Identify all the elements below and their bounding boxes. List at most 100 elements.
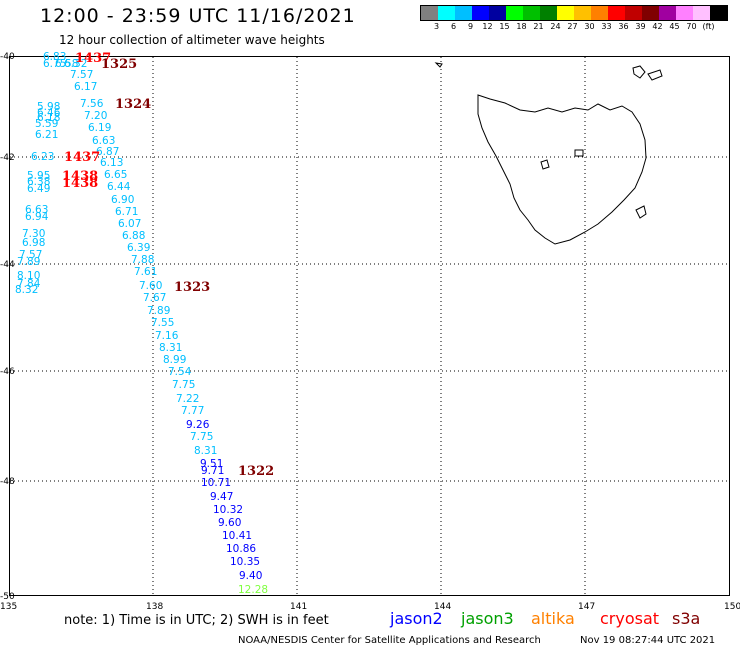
scale-label: 21 — [533, 22, 544, 31]
wave-height-value: 7.20 — [84, 110, 108, 122]
scale-swatch — [455, 6, 472, 20]
chart-title: 12:00 - 23:59 UTC 11/16/2021 — [40, 5, 356, 27]
wave-height-value: 7.30 — [22, 228, 46, 240]
wave-height-value: 7.88 — [131, 254, 155, 266]
wave-height-value: 7.16 — [155, 330, 179, 342]
pass-time-label: 1437 — [64, 150, 101, 165]
legend-item: s3a — [672, 609, 701, 628]
wave-height-value: 8.10 — [17, 270, 41, 282]
lat-tick-label: -48 — [0, 477, 15, 487]
pass-time-label: 1322 — [238, 464, 275, 479]
lat-tick-label: -46 — [0, 367, 15, 377]
wave-height-value: 7.60 — [139, 280, 163, 292]
scale-swatch — [676, 6, 693, 20]
pass-time-label: 1324 — [115, 97, 152, 112]
wave-height-value: 9.47 — [210, 491, 234, 503]
lon-tick-label: 144 — [434, 602, 452, 612]
wave-height-value: 10.32 — [213, 504, 244, 516]
credit-text: NOAA/NESDIS Center for Satellite Applica… — [238, 635, 541, 646]
wave-height-value: 6.46 — [37, 107, 61, 119]
map-frame — [9, 56, 730, 596]
wave-height-value: 8.31 — [159, 342, 183, 354]
lat-tick-label: -44 — [0, 260, 15, 270]
scale-swatch — [591, 6, 608, 20]
wave-height-value: 9.26 — [186, 419, 210, 431]
scale-swatch — [472, 6, 489, 20]
legend-item: jason3 — [461, 609, 514, 628]
lon-tick-label: 150 — [724, 602, 740, 612]
wave-height-value: 6.44 — [107, 181, 131, 193]
wave-height-value: 6.90 — [111, 194, 135, 206]
wave-height-value: 9.40 — [239, 570, 263, 582]
scale-swatch — [540, 6, 557, 20]
wave-height-value: 6.94 — [25, 211, 49, 223]
wave-height-value: 7.67 — [143, 292, 167, 304]
scale-label: 30 — [584, 22, 595, 31]
legend-item: altika — [531, 609, 575, 628]
scale-swatch — [557, 6, 574, 20]
wave-height-value: 6.63 — [25, 204, 49, 216]
wave-height-value: 5.95 — [27, 170, 51, 182]
footer-note: note: 1) Time is in UTC; 2) SWH is in fe… — [64, 613, 329, 628]
wave-height-value: 6.98 — [22, 237, 46, 249]
scale-swatch — [506, 6, 523, 20]
legend-item: jason2 — [390, 609, 443, 628]
wave-height-value: 6.71 — [115, 206, 139, 218]
scale-swatch — [489, 6, 506, 20]
wave-height-value: 6.49 — [27, 183, 51, 195]
grid-lines — [10, 57, 729, 595]
wave-height-value: 9.60 — [218, 517, 242, 529]
scale-label: 9 — [467, 22, 474, 31]
color-scale-labels: 3 6 9 12 15 18 21 24 27 30 33 36 39 42 45 70 (ft) — [420, 22, 740, 34]
wave-height-value: 7.89 — [147, 305, 171, 317]
scale-swatch — [710, 6, 727, 20]
wave-height-value: 6.87 — [96, 146, 120, 158]
wave-height-value: 7.75 — [172, 379, 196, 391]
wave-height-value: 9.51 — [200, 458, 224, 470]
wave-height-value: 6.18 — [37, 112, 61, 124]
wave-height-value: 6.83 — [43, 51, 67, 63]
wave-height-value: 12.28 — [238, 584, 269, 596]
scale-label: 3 — [433, 22, 440, 31]
wave-height-value: 6.88 — [122, 230, 146, 242]
wave-height-value: 6.38 — [27, 176, 51, 188]
wave-height-value: 7.61 — [134, 266, 158, 278]
lat-tick-label: -50 — [0, 592, 15, 602]
pass-time-label: 1325 — [101, 57, 138, 72]
wave-height-value: 10.86 — [226, 543, 257, 555]
wave-height-value: 6.23 — [31, 151, 55, 163]
chart-subtitle: 12 hour collection of altimeter wave hei… — [59, 33, 325, 47]
wave-height-value: 10.71 — [201, 477, 232, 489]
lon-tick-label: 135 — [0, 602, 18, 612]
wave-height-value: 6.19 — [88, 122, 112, 134]
lat-tick-label: -42 — [0, 153, 15, 163]
scale-swatch — [438, 6, 455, 20]
wave-height-value: 7.77 — [181, 405, 205, 417]
wave-height-value: 7.57 — [70, 69, 94, 81]
scale-label: 27 — [567, 22, 578, 31]
wave-height-value: 7.55 — [151, 317, 175, 329]
wave-height-value: 7.84 — [17, 278, 41, 290]
wave-height-value: 7.54 — [168, 366, 192, 378]
timestamp-text: Nov 19 08:27:44 UTC 2021 — [580, 635, 716, 646]
pass-time-label: 1437 — [75, 51, 112, 66]
wave-height-value: 6.65 — [104, 169, 128, 181]
wave-height-value: 6.21 — [35, 129, 59, 141]
scale-swatch — [523, 6, 540, 20]
lon-tick-label: 141 — [290, 602, 308, 612]
wave-height-value: 8.31 — [194, 445, 218, 457]
scale-swatch — [642, 6, 659, 20]
wave-height-value: 6.13 — [100, 157, 124, 169]
wave-height-value: 5.98 — [37, 101, 61, 113]
scale-label: (ft) — [702, 22, 715, 31]
wave-height-value: 7.57 — [19, 249, 43, 261]
scale-swatch — [574, 6, 591, 20]
scale-label: 42 — [652, 22, 663, 31]
wave-height-value: 5.59 — [35, 118, 59, 130]
pass-time-label: 1438 — [62, 169, 99, 184]
wave-height-value: 7.89 — [17, 256, 41, 268]
wave-height-value: 6.75 — [43, 58, 67, 70]
scale-label: 12 — [482, 22, 493, 31]
scale-label: 39 — [635, 22, 646, 31]
